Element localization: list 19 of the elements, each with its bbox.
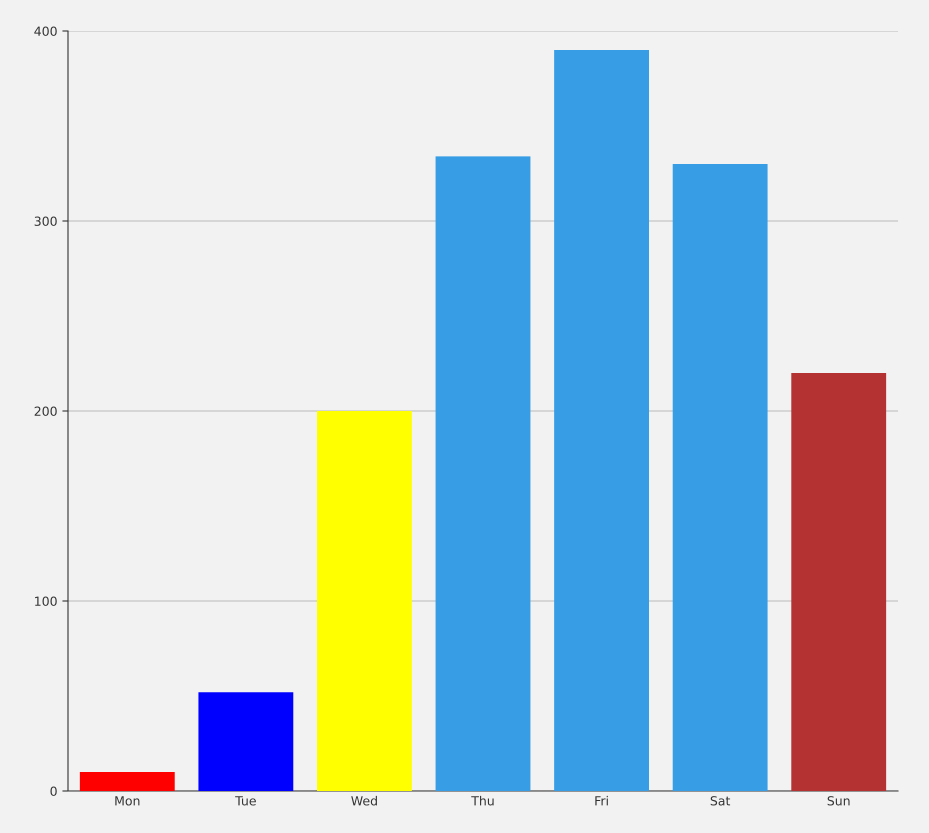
x-tick-label: Sun bbox=[828, 796, 850, 806]
bar bbox=[554, 50, 649, 791]
bar bbox=[317, 411, 412, 791]
x-tick-label: Mon bbox=[115, 796, 140, 806]
bar bbox=[436, 156, 530, 791]
x-tick-label: Fri bbox=[595, 796, 608, 806]
x-tick-label: Sat bbox=[710, 796, 730, 806]
bar bbox=[80, 772, 175, 791]
y-tick-label: 100 bbox=[35, 596, 57, 606]
bar bbox=[198, 692, 294, 791]
x-tick-label: Tue bbox=[235, 796, 256, 806]
y-tick-label: 0 bbox=[50, 786, 57, 796]
y-tick-label: 400 bbox=[34, 26, 57, 36]
y-tick-label: 300 bbox=[34, 216, 57, 226]
x-tick-label: Thu bbox=[471, 796, 494, 806]
bar bbox=[791, 373, 886, 791]
bar bbox=[672, 164, 768, 791]
y-tick-label: 200 bbox=[34, 406, 57, 416]
x-tick-label: Wed bbox=[351, 796, 377, 806]
